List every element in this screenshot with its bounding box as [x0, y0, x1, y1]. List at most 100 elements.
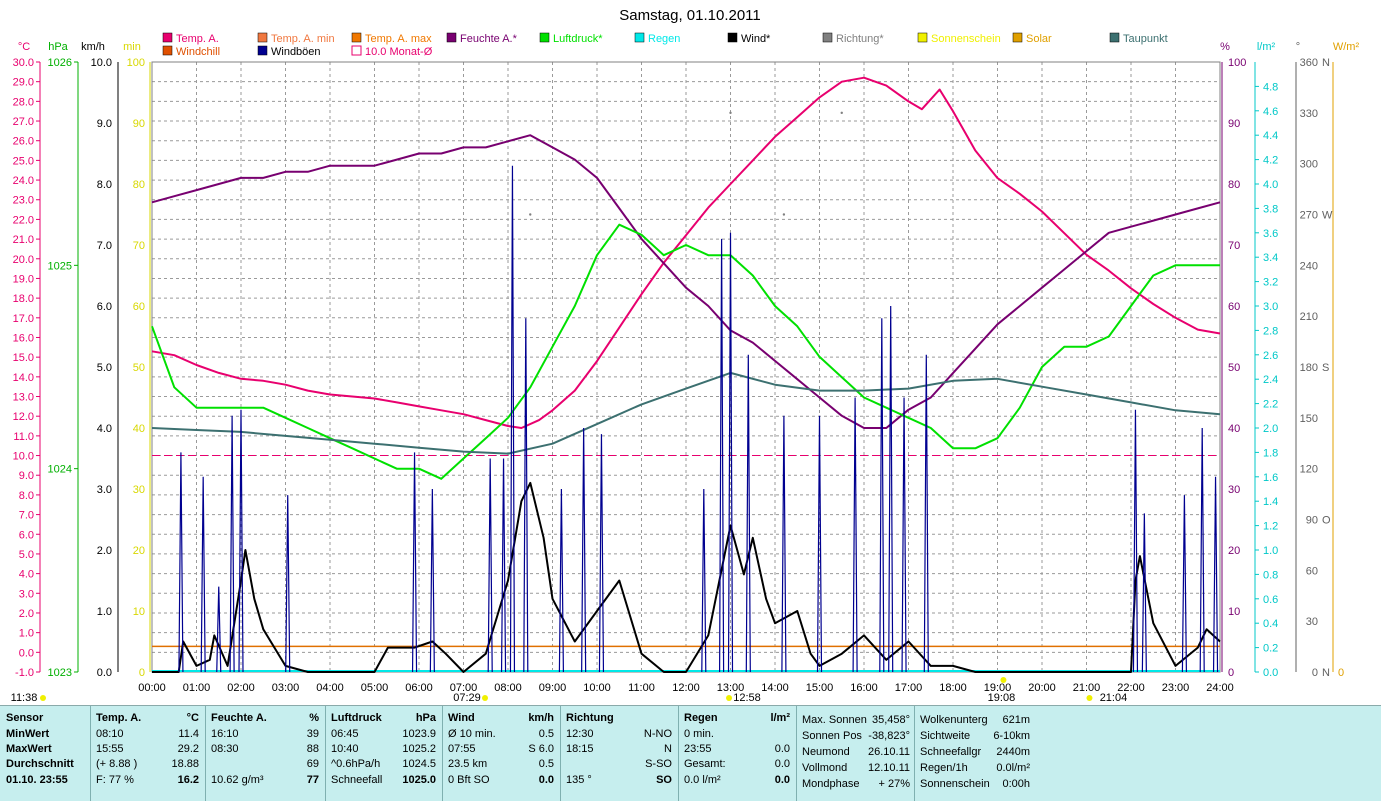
direction-dot	[729, 111, 732, 115]
time-tick: 07:00	[450, 682, 478, 694]
temp-row-value: 29.2	[177, 743, 199, 755]
rain-tick: 1.4	[1263, 496, 1278, 508]
rain-tick: 3.2	[1263, 277, 1278, 289]
legend-label: Solar	[1026, 33, 1052, 45]
temp-tick: 11.0	[13, 431, 34, 443]
hum-row-value: 39	[306, 728, 319, 740]
time-tick: 08:00	[494, 682, 522, 694]
dir-header: Richtung	[566, 712, 614, 724]
humidity-tick: 100	[1228, 57, 1246, 69]
wind-unit: km/h	[528, 712, 554, 724]
pressure-tick: 1026	[48, 57, 72, 69]
legend: Temp. A. Temp. A. min Temp. A. max Feuchte …	[162, 32, 1168, 58]
direction-tick: 60	[1306, 565, 1318, 577]
wind-tick: 8.0	[97, 179, 112, 191]
gust-spike	[238, 409, 244, 673]
legend-swatch	[351, 32, 362, 43]
dir-row-value: N-NO	[643, 728, 672, 740]
rain-tick: 4.0	[1263, 179, 1278, 191]
time-tick: 14:00	[761, 682, 789, 694]
sensor-min: MinWert	[6, 728, 50, 740]
summary-hum-col	[205, 706, 326, 801]
hum-header: Feuchte A.	[211, 712, 267, 724]
minutes-tick: 90	[133, 118, 145, 130]
minutes-tick: 100	[127, 57, 145, 69]
legend-swatch	[539, 32, 550, 43]
summary-rain-col	[678, 706, 797, 801]
minutes-tick: 70	[133, 240, 145, 252]
sensor-avg: Durchschnitt	[6, 758, 74, 770]
gust-spike	[701, 488, 707, 673]
wind-tick: 10.0	[91, 57, 112, 69]
rain-tick: 0.0	[1263, 667, 1278, 679]
wind-unit: km/h	[81, 41, 105, 53]
temp-tick: 1.0	[19, 628, 34, 640]
temp-tick: 7.0	[19, 510, 34, 522]
rain-unit: l/m²	[1257, 41, 1276, 53]
hum-row-label: 10.62 g/m³	[211, 774, 264, 786]
time-axis: 00:00 01:00 02:00 03:00 04:00 05:00 06:00 07:00…	[138, 682, 1234, 694]
temp-tick: 27.0	[13, 116, 34, 128]
wind-tick: 9.0	[97, 118, 112, 130]
humidity-tick: 40	[1228, 423, 1240, 435]
temp-tick: 22.0	[13, 214, 34, 226]
rain-tick: 0.2	[1263, 643, 1278, 655]
rain-tick: 4.4	[1263, 130, 1278, 142]
humidity-tick: 80	[1228, 179, 1240, 191]
legend-swatch	[917, 32, 928, 43]
time-tick: 22:00	[1117, 682, 1145, 694]
hum-row-label: 08:30	[211, 743, 239, 755]
misc-value: 0:00h	[1002, 778, 1030, 790]
dir-row-label: 12:30	[566, 728, 594, 740]
minutes-tick: 40	[133, 423, 145, 435]
moon-label: 21:04	[1100, 692, 1128, 704]
hum-row-value: 69	[306, 758, 319, 770]
time-tick: 21:00	[1073, 682, 1101, 694]
chart-title: Samstag, 01.10.2011	[619, 7, 761, 24]
wind-tick: 3.0	[97, 484, 112, 496]
legend-swatch	[446, 32, 457, 43]
legend-swatch	[257, 45, 268, 56]
rain-tick: 4.6	[1263, 106, 1278, 118]
temp-tick: 6.0	[19, 529, 34, 541]
humidity-tick: 70	[1228, 240, 1240, 252]
temp-tick: 3.0	[19, 588, 34, 600]
legend-label: Taupunkt	[1123, 33, 1168, 45]
time-tick: 04:00	[316, 682, 344, 694]
temp-unit: °C	[18, 41, 30, 53]
time-tick: 05:00	[361, 682, 389, 694]
temp-tick: 17.0	[13, 313, 34, 325]
temp-tick: 8.0	[19, 490, 34, 502]
rain-tick: 4.8	[1263, 81, 1278, 93]
temp-header: Temp. A.	[96, 712, 142, 724]
minutes-tick: 80	[133, 179, 145, 191]
astro-value: 12.10.11	[867, 762, 910, 774]
gust-spike	[500, 458, 507, 673]
temp-tick: 2.0	[19, 608, 34, 620]
legend-label: Luftdruck*	[553, 33, 603, 45]
rain-tick: 2.4	[1263, 374, 1278, 386]
summary-press-col	[325, 706, 443, 801]
legend-label: Windböen	[271, 46, 321, 58]
minutes-tick: 30	[133, 484, 145, 496]
sunrise-icon	[482, 695, 489, 701]
time-tick: 13:00	[717, 682, 745, 694]
wind-tick: 2.0	[97, 545, 112, 557]
pressure-tick: 1023	[48, 667, 72, 679]
wind-row-value: 0.0	[538, 774, 554, 786]
rain-row-label: 0 min.	[684, 728, 714, 740]
gust-spike	[216, 586, 222, 673]
humidity-tick: 0	[1228, 667, 1234, 679]
gust-spike	[745, 354, 751, 673]
rain-tick: 0.6	[1263, 594, 1278, 606]
minutes-unit: min	[123, 41, 141, 53]
press-unit: hPa	[415, 712, 436, 724]
gust-spike	[781, 415, 787, 673]
misc-label: Sichtweite	[920, 730, 971, 742]
humidity-tick: 10	[1228, 606, 1240, 618]
wind-tick: 0.0	[97, 667, 112, 679]
noon-label: 12:58	[733, 692, 761, 704]
gust-spike	[718, 238, 725, 673]
time-tick: 02:00	[227, 682, 255, 694]
moonrise-label: 11:38	[11, 692, 38, 704]
